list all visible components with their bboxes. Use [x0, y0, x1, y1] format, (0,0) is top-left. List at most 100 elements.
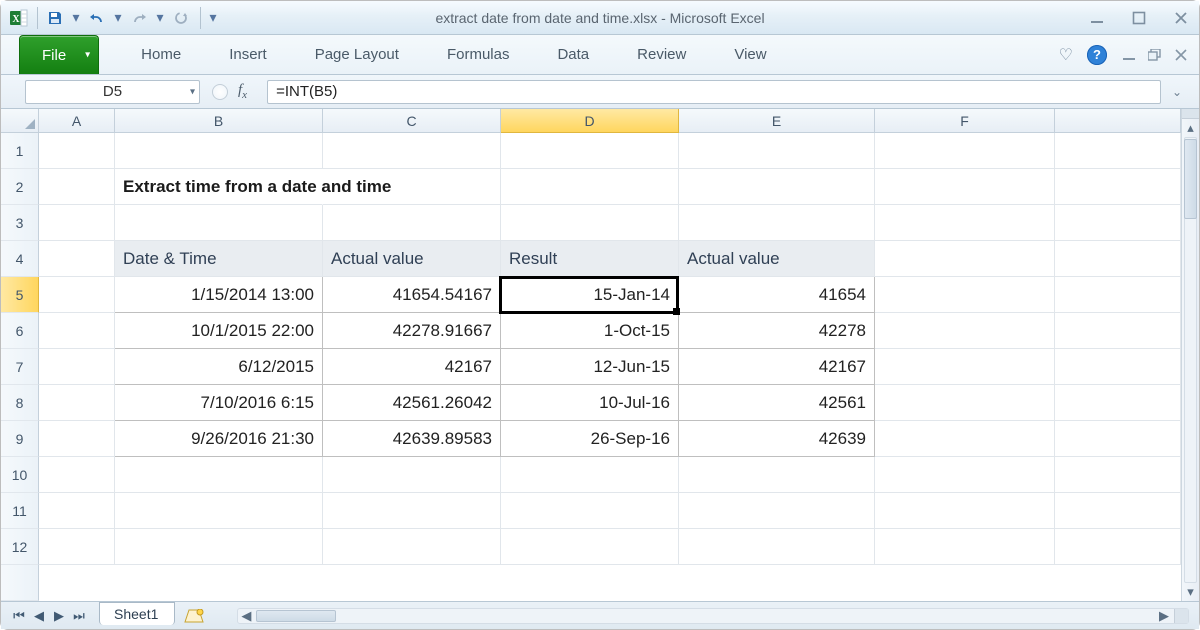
sheet-nav-next[interactable]: ▶ [49, 606, 69, 626]
row-headers: 1 2 3 4 5 6 7 8 9 10 11 12 [1, 133, 39, 601]
row-header-3[interactable]: 3 [1, 205, 39, 241]
name-box[interactable]: D5 ▾ [25, 80, 200, 104]
select-all-corner[interactable] [1, 109, 39, 133]
col-header-A[interactable]: A [39, 109, 115, 133]
hscroll-right-icon[interactable]: ▶ [1156, 609, 1172, 623]
col-header-blank [1055, 109, 1181, 133]
cell-D8[interactable]: 10-Jul-16 [501, 385, 679, 421]
row-header-9[interactable]: 9 [1, 421, 39, 457]
vscroll-thumb[interactable] [1184, 139, 1197, 219]
ribbon-minimize-icon[interactable]: ♡ [1059, 45, 1073, 65]
redo-dropdown[interactable]: ▾ [154, 9, 166, 26]
cell-B9[interactable]: 9/26/2016 21:30 [115, 421, 323, 457]
cell-C6[interactable]: 42278.91667 [323, 313, 501, 349]
tbl-hdr-E[interactable]: Actual value [679, 241, 875, 277]
scroll-up-icon[interactable]: ▴ [1182, 119, 1199, 137]
tab-formulas[interactable]: Formulas [423, 35, 534, 74]
hscroll-thumb[interactable] [256, 610, 336, 622]
quick-access-toolbar: ▾ ▾ ▾ ▾ [42, 6, 219, 30]
row-header-5[interactable]: 5 [1, 277, 39, 313]
vertical-scrollbar[interactable]: ▴ ▾ [1182, 119, 1199, 601]
cell-C9[interactable]: 42639.89583 [323, 421, 501, 457]
cell-C5[interactable]: 41654.54167 [323, 277, 501, 313]
name-box-dropdown-icon[interactable]: ▾ [190, 86, 195, 97]
horizontal-scrollbar[interactable]: ◀ ▶ [237, 608, 1189, 624]
svg-text:X: X [12, 14, 20, 25]
cell-E8[interactable]: 42561 [679, 385, 875, 421]
excel-app-icon: X [9, 8, 29, 28]
redo-button[interactable] [126, 6, 152, 30]
row-header-6[interactable]: 6 [1, 313, 39, 349]
repeat-button[interactable] [168, 6, 194, 30]
cell-E9[interactable]: 42639 [679, 421, 875, 457]
tab-review[interactable]: Review [613, 35, 710, 74]
title-bar: X ▾ ▾ ▾ ▾ extract date from date and tim… [1, 1, 1199, 35]
wb-restore-button[interactable] [1147, 47, 1163, 63]
cell-B6[interactable]: 10/1/2015 22:00 [115, 313, 323, 349]
hscroll-left-icon[interactable]: ◀ [238, 609, 254, 623]
qat-customize-dropdown[interactable]: ▾ [207, 9, 219, 26]
tab-home[interactable]: Home [117, 35, 205, 74]
tbl-hdr-B[interactable]: Date & Time [115, 241, 323, 277]
sheet-nav-last[interactable]: ⏭ [69, 606, 89, 626]
cell-B8[interactable]: 7/10/2016 6:15 [115, 385, 323, 421]
col-header-E[interactable]: E [679, 109, 875, 133]
tab-insert[interactable]: Insert [205, 35, 291, 74]
row-header-11[interactable]: 11 [1, 493, 39, 529]
cell-B5[interactable]: 1/15/2014 13:00 [115, 277, 323, 313]
sheet-tab-active[interactable]: Sheet1 [99, 602, 175, 625]
wb-minimize-button[interactable] [1121, 47, 1137, 63]
formula-bar-expand-icon[interactable]: ⌄ [1167, 85, 1187, 99]
wb-close-button[interactable] [1173, 47, 1189, 63]
cell-E6[interactable]: 42278 [679, 313, 875, 349]
col-header-F[interactable]: F [875, 109, 1055, 133]
split-handle-top[interactable] [1182, 109, 1199, 119]
row-header-12[interactable]: 12 [1, 529, 39, 565]
sheet-nav-prev[interactable]: ◀ [29, 606, 49, 626]
save-button[interactable] [42, 6, 68, 30]
cell-B2-title[interactable]: Extract time from a date and time [115, 169, 323, 205]
cell-D6[interactable]: 1-Oct-15 [501, 313, 679, 349]
col-header-D[interactable]: D [501, 109, 679, 133]
col-header-B[interactable]: B [115, 109, 323, 133]
col-header-C[interactable]: C [323, 109, 501, 133]
cell-D5[interactable]: 15-Jan-14 [501, 277, 679, 313]
cell-D9[interactable]: 26-Sep-16 [501, 421, 679, 457]
column-headers: A B C D E F [1, 109, 1181, 133]
cell-D7[interactable]: 12-Jun-15 [501, 349, 679, 385]
formula-input[interactable]: =INT(B5) [267, 80, 1161, 104]
row-header-8[interactable]: 8 [1, 385, 39, 421]
save-dropdown[interactable]: ▾ [70, 9, 82, 26]
row-header-7[interactable]: 7 [1, 349, 39, 385]
new-sheet-icon[interactable] [181, 607, 207, 625]
tbl-hdr-C[interactable]: Actual value [323, 241, 501, 277]
tab-page-layout[interactable]: Page Layout [291, 35, 423, 74]
split-handle-right[interactable] [1174, 609, 1188, 623]
cell-B7[interactable]: 6/12/2015 [115, 349, 323, 385]
tbl-hdr-D[interactable]: Result [501, 241, 679, 277]
worksheet-grid[interactable]: A B C D E F 1 2 3 4 5 6 7 8 9 10 11 12 E… [1, 109, 1199, 601]
row-header-2[interactable]: 2 [1, 169, 39, 205]
cell-E5[interactable]: 41654 [679, 277, 875, 313]
undo-button[interactable] [84, 6, 110, 30]
help-icon[interactable]: ? [1087, 45, 1107, 65]
cancel-formula-icon[interactable] [212, 84, 228, 100]
cell-C8[interactable]: 42561.26042 [323, 385, 501, 421]
fx-icon[interactable]: fx [230, 82, 255, 101]
maximize-button[interactable] [1129, 8, 1149, 28]
close-button[interactable] [1171, 8, 1191, 28]
cell-C7[interactable]: 42167 [323, 349, 501, 385]
cells-area[interactable]: Extract time from a date and time Date &… [39, 133, 1181, 601]
row-header-10[interactable]: 10 [1, 457, 39, 493]
sheet-nav-first[interactable]: ⏮ [9, 606, 29, 626]
row-header-1[interactable]: 1 [1, 133, 39, 169]
tab-data[interactable]: Data [533, 35, 613, 74]
tab-view[interactable]: View [710, 35, 790, 74]
undo-dropdown[interactable]: ▾ [112, 9, 124, 26]
workbook-window-controls [1121, 47, 1189, 63]
scroll-down-icon[interactable]: ▾ [1182, 583, 1199, 601]
cell-E7[interactable]: 42167 [679, 349, 875, 385]
minimize-button[interactable] [1087, 8, 1107, 28]
row-header-4[interactable]: 4 [1, 241, 39, 277]
file-tab[interactable]: File [19, 35, 99, 74]
